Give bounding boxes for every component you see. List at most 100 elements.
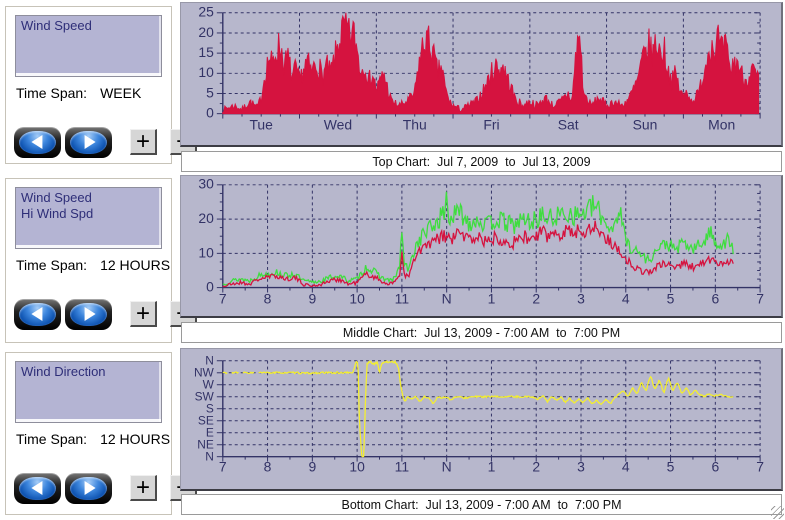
forward-button[interactable] — [65, 472, 112, 504]
svg-text:Wed: Wed — [324, 116, 352, 132]
svg-text:Mon: Mon — [708, 116, 735, 132]
svg-text:2: 2 — [532, 458, 540, 474]
button-pill — [70, 476, 107, 500]
svg-text:30: 30 — [198, 176, 214, 192]
series-listbox[interactable]: Wind Speed Hi Wind Spd — [15, 187, 162, 249]
time-span: Time Span: WEEK — [16, 85, 141, 101]
time-span-value: WEEK — [100, 85, 142, 101]
svg-text:8: 8 — [264, 290, 272, 306]
nav-button-row: + − — [14, 297, 197, 331]
svg-text:Fri: Fri — [483, 116, 499, 132]
back-button[interactable] — [14, 298, 61, 330]
svg-text:8: 8 — [264, 458, 272, 474]
svg-text:Sat: Sat — [558, 116, 579, 132]
button-pill — [70, 130, 107, 154]
svg-text:4: 4 — [622, 290, 630, 306]
svg-text:7: 7 — [756, 458, 764, 474]
svg-text:W: W — [203, 378, 215, 392]
list-item-hi-wind-spd[interactable]: Hi Wind Spd — [21, 206, 94, 221]
right-arrow-icon — [84, 135, 96, 149]
svg-text:SW: SW — [195, 390, 215, 404]
time-span: Time Span: 12 HOURS — [16, 431, 170, 447]
zoom-in-button[interactable]: + — [130, 301, 157, 327]
svg-text:Sun: Sun — [633, 116, 658, 132]
svg-text:NW: NW — [194, 366, 215, 380]
right-arrow-icon — [84, 481, 96, 495]
wind-speed-week-panel: Wind Speed Time Span: WEEK + − — [5, 6, 197, 164]
left-arrow-icon — [30, 481, 42, 495]
svg-text:N: N — [442, 290, 452, 306]
time-span-label: Time Span: — [16, 431, 88, 447]
svg-text:10: 10 — [349, 290, 365, 306]
button-pill — [19, 302, 56, 326]
svg-text:11: 11 — [395, 290, 409, 306]
svg-text:11: 11 — [395, 458, 409, 474]
left-arrow-icon — [30, 135, 42, 149]
svg-text:3: 3 — [577, 290, 585, 306]
time-span-label: Time Span: — [16, 257, 88, 273]
svg-text:0: 0 — [206, 279, 214, 295]
svg-text:7: 7 — [219, 458, 227, 474]
list-item-wind-speed[interactable]: Wind Speed — [21, 18, 92, 33]
svg-text:5: 5 — [667, 290, 675, 306]
top-chart-canvas: 0 5 10 15 20 25 Tue Wed Thu Fri Sat Sun Mon — [198, 4, 761, 132]
wind-direction-panel: Wind Direction Time Span: 12 HOURS + − — [5, 352, 197, 515]
svg-text:N: N — [442, 458, 452, 474]
svg-text:Tue: Tue — [249, 116, 273, 132]
svg-text:4: 4 — [622, 458, 630, 474]
wind-speed-12h-panel: Wind Speed Hi Wind Spd Time Span: 12 HOUR… — [5, 178, 197, 343]
list-item-wind-direction[interactable]: Wind Direction — [21, 364, 106, 379]
bottom-chart-caption: Bottom Chart: Jul 13, 2009 - 7:00 AM to … — [181, 494, 782, 515]
svg-text:5: 5 — [206, 85, 214, 101]
svg-text:10: 10 — [198, 64, 214, 80]
middle-chart: 0 10 20 30 7 8 9 10 11 N 1 2 3 4 5 6 7 — [180, 175, 783, 318]
back-button[interactable] — [14, 472, 61, 504]
svg-text:2: 2 — [532, 290, 540, 306]
svg-text:6: 6 — [711, 458, 719, 474]
svg-text:1: 1 — [488, 290, 496, 306]
button-pill — [19, 130, 56, 154]
svg-text:6: 6 — [711, 290, 719, 306]
right-arrow-icon — [84, 307, 96, 321]
svg-text:0: 0 — [206, 105, 214, 121]
series-listbox[interactable]: Wind Speed — [15, 15, 162, 77]
series-listbox[interactable]: Wind Direction — [15, 361, 162, 423]
svg-text:9: 9 — [308, 458, 316, 474]
svg-text:7: 7 — [756, 290, 764, 306]
middle-chart-caption: Middle Chart: Jul 13, 2009 - 7:00 AM to … — [181, 322, 782, 343]
svg-text:S: S — [206, 402, 214, 416]
svg-text:20: 20 — [198, 210, 214, 226]
middle-chart-canvas: 0 10 20 30 7 8 9 10 11 N 1 2 3 4 5 6 7 — [198, 176, 764, 306]
top-chart: 0 5 10 15 20 25 Tue Wed Thu Fri Sat Sun Mon — [180, 2, 783, 147]
svg-text:NE: NE — [197, 438, 214, 452]
zoom-in-button[interactable]: + — [130, 475, 157, 501]
svg-text:10: 10 — [349, 458, 365, 474]
svg-text:20: 20 — [198, 24, 214, 40]
svg-text:E: E — [206, 426, 214, 440]
svg-text:1: 1 — [488, 458, 496, 474]
back-button[interactable] — [14, 126, 61, 158]
svg-text:5: 5 — [667, 458, 675, 474]
svg-text:7: 7 — [219, 290, 227, 306]
resize-grip[interactable] — [771, 506, 784, 519]
zoom-in-button[interactable]: + — [130, 129, 157, 155]
list-item-wind-speed[interactable]: Wind Speed — [21, 190, 92, 205]
top-chart-caption: Top Chart: Jul 7, 2009 to Jul 13, 2009 — [181, 151, 782, 172]
svg-text:10: 10 — [198, 244, 214, 260]
nav-button-row: + − — [14, 125, 197, 159]
button-pill — [70, 302, 107, 326]
time-span-value: 12 HOURS — [100, 431, 171, 447]
forward-button[interactable] — [65, 298, 112, 330]
left-arrow-icon — [30, 307, 42, 321]
time-span-label: Time Span: — [16, 85, 88, 101]
svg-text:N: N — [205, 450, 214, 464]
svg-text:15: 15 — [198, 44, 214, 60]
forward-button[interactable] — [65, 126, 112, 158]
time-span-value: 12 HOURS — [100, 257, 171, 273]
svg-text:Thu: Thu — [403, 116, 427, 132]
bottom-chart: N NE E SE S SW W NW N 7 8 9 10 11 N 1 2 3 4 5 6 7 — [180, 348, 783, 491]
nav-button-row: + − — [14, 471, 197, 505]
svg-text:N: N — [205, 354, 214, 368]
time-span: Time Span: 12 HOURS — [16, 257, 170, 273]
